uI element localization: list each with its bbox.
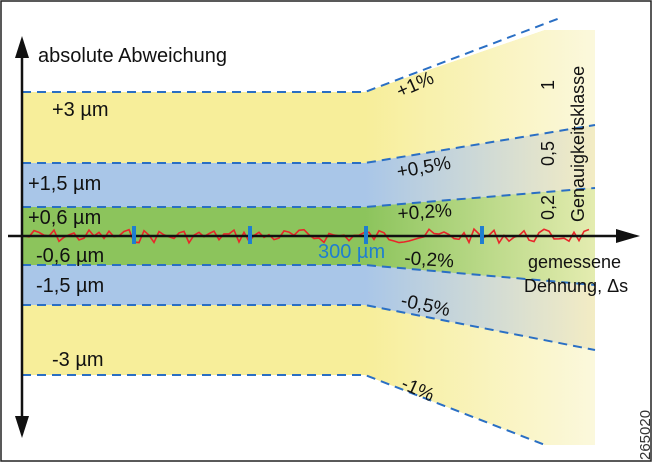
accuracy-class-0-5: 0,5 bbox=[538, 141, 558, 166]
tick-label: 300 µm bbox=[318, 241, 385, 263]
x-axis-label-line1: gemessene bbox=[528, 252, 621, 272]
y-axis-label: absolute Abweichung bbox=[38, 45, 227, 67]
boundary-plus-3 bbox=[22, 17, 561, 93]
x-axis-arrow bbox=[616, 229, 640, 243]
label-plus-0-6: +0,6 µm bbox=[28, 207, 101, 229]
label-plus-0-2pct: +0,2% bbox=[397, 200, 453, 225]
label-minus-0-6: -0,6 µm bbox=[36, 245, 104, 267]
boundary-minus-3 bbox=[22, 374, 546, 446]
x-axis-label-line2: Dehnung, Δs bbox=[524, 276, 628, 296]
axes bbox=[8, 36, 640, 438]
tolerance-boundaries bbox=[22, 17, 596, 446]
boundary-plus-0-6 bbox=[22, 187, 596, 208]
left-band-labels: +3 µm +1,5 µm +0,6 µm -0,6 µm -1,5 µm -3… bbox=[28, 99, 109, 371]
label-minus-0-2pct: -0,2% bbox=[404, 248, 455, 272]
accuracy-class: Genauigkeitsklasse 1 0,5 0,2 bbox=[538, 66, 588, 222]
accuracy-class-0-2: 0,2 bbox=[538, 195, 558, 220]
label-minus-1-5: -1,5 µm bbox=[36, 275, 104, 297]
label-plus-1-5: +1,5 µm bbox=[28, 173, 101, 195]
y-axis-arrow-up bbox=[15, 36, 29, 58]
accuracy-class-1: 1 bbox=[538, 80, 558, 90]
accuracy-class-title: Genauigkeitsklasse bbox=[568, 66, 588, 222]
y-axis-arrow-down bbox=[15, 416, 29, 438]
boundary-minus-0-6 bbox=[22, 264, 596, 286]
label-plus-3: +3 µm bbox=[52, 99, 109, 121]
boundary-minus-1-5 bbox=[22, 304, 596, 351]
x-ticks bbox=[132, 226, 484, 244]
label-minus-3: -3 µm bbox=[52, 349, 104, 371]
figure-id: 265020 bbox=[637, 410, 652, 460]
boundary-plus-1-5 bbox=[22, 124, 596, 164]
tolerance-bands bbox=[22, 30, 595, 445]
